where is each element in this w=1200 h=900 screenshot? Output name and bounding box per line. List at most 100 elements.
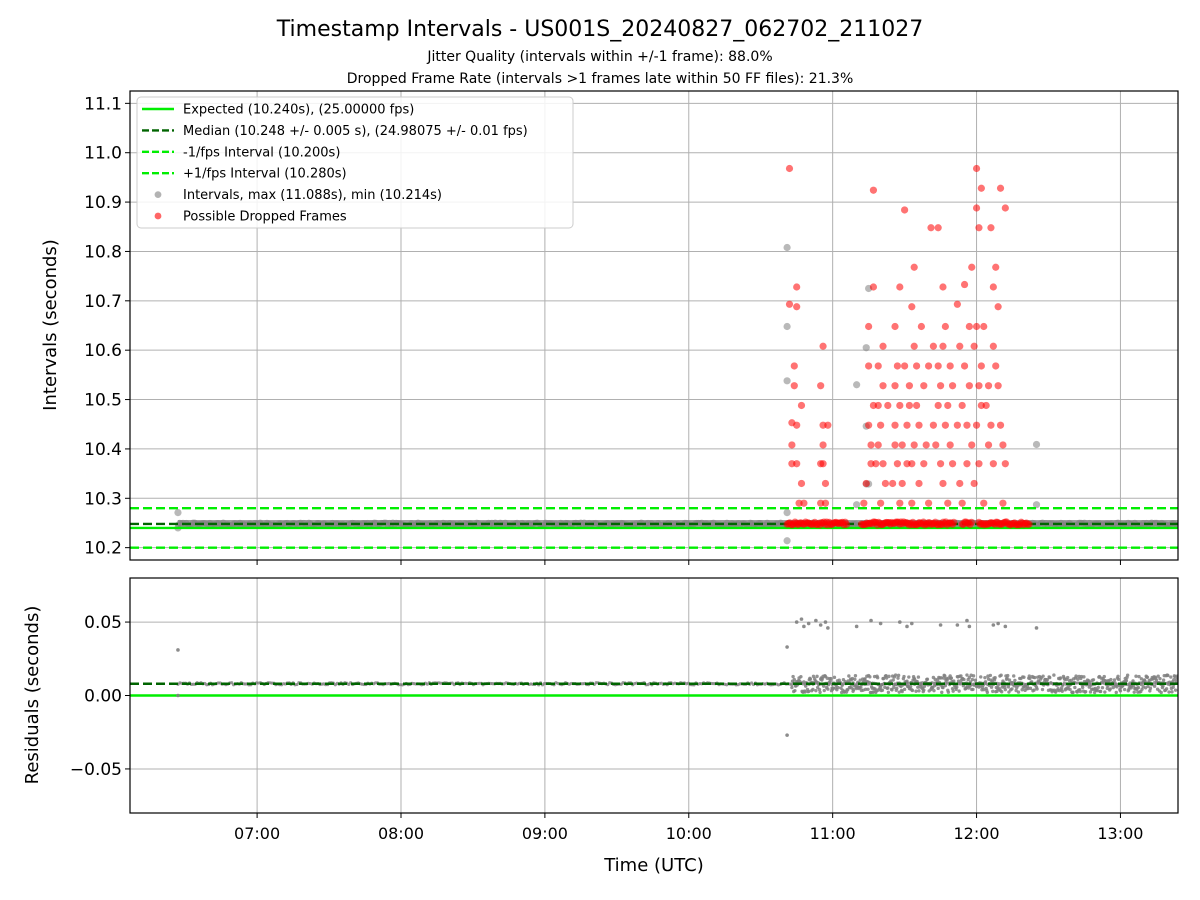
legend-dropped-label: Possible Dropped Frames <box>183 210 347 225</box>
dropped-frame-point <box>977 184 985 192</box>
x-tick-label: 13:00 <box>1097 824 1143 843</box>
dropped-frame-point <box>999 441 1007 449</box>
residual-point <box>1088 680 1092 684</box>
intervals-y-tick-label: 10.4 <box>84 440 122 460</box>
dropped-frame-point <box>948 460 957 468</box>
x-tick-label: 07:00 <box>234 824 280 843</box>
residual-point <box>1080 685 1085 690</box>
residual-point <box>996 683 1000 688</box>
residual-point <box>793 688 797 693</box>
residual-point <box>1136 685 1141 690</box>
dropped-frame-point <box>958 401 966 410</box>
residual-point <box>814 618 818 623</box>
dropped-frame-point <box>821 479 830 488</box>
residual-point <box>925 677 930 681</box>
residual-point <box>878 685 883 690</box>
residual-point <box>803 690 807 694</box>
dropped-frame-point <box>915 421 923 429</box>
dropped-frame-point <box>968 263 976 271</box>
dropped-frame-point <box>793 460 801 468</box>
residual-point <box>979 675 983 679</box>
dropped-frame-point <box>1001 204 1009 212</box>
residual-point <box>1012 674 1016 678</box>
residual-point <box>791 674 795 679</box>
intervals-y-tick-label: 10.5 <box>84 391 122 411</box>
dropped-frame-point <box>865 421 873 429</box>
residual-point <box>908 684 913 689</box>
residual-point <box>1124 678 1129 683</box>
dropped-frame-point <box>956 479 964 488</box>
residual-point <box>1045 678 1049 682</box>
dropped-frame-point <box>874 441 882 449</box>
dropped-frame-point <box>901 206 909 214</box>
residual-point <box>1112 678 1117 682</box>
intervals-y-tick-label: 11.1 <box>84 94 122 114</box>
x-tick-label: 10:00 <box>666 824 712 843</box>
legend-plus-fps-label: +1/fps Interval (10.280s) <box>183 167 347 182</box>
residual-point <box>868 675 872 679</box>
residual-point <box>1171 685 1175 689</box>
residual-point <box>1158 676 1162 681</box>
residual-point <box>1061 683 1065 687</box>
dropped-frame-point <box>996 421 1005 429</box>
intervals-y-tick-label: 10.3 <box>84 489 122 509</box>
dropped-frame-point <box>915 479 923 488</box>
intervals-y-tick-label: 10.9 <box>84 193 122 213</box>
residual-point <box>821 684 826 688</box>
residual-point <box>1047 675 1052 680</box>
residual-point <box>859 685 863 689</box>
residual-point <box>917 689 921 693</box>
residual-point <box>869 618 873 623</box>
residual-point <box>802 624 806 629</box>
residual-point <box>1010 687 1014 691</box>
intervals-axes-frame <box>129 90 1179 561</box>
residual-point <box>853 674 858 678</box>
dropped-frame-point <box>785 300 794 308</box>
residual-point <box>910 688 915 693</box>
dropped-frame-point <box>869 186 878 194</box>
residual-point <box>916 675 921 679</box>
residual-point <box>967 624 972 629</box>
residual-point <box>902 674 906 679</box>
x-axis-label: Time (UTC) <box>603 855 704 876</box>
residual-point <box>900 689 904 694</box>
dropped-frame-point <box>793 283 801 291</box>
x-tick-label: 12:00 <box>953 824 999 843</box>
residual-point <box>896 673 901 678</box>
residual-point <box>794 684 798 688</box>
dropped-frame-point <box>922 441 930 449</box>
residual-point <box>1088 690 1093 694</box>
residual-point <box>1166 673 1170 678</box>
residual-point <box>1111 685 1115 690</box>
dropped-frame-point <box>980 499 988 507</box>
dropped-frame-point <box>884 401 892 410</box>
residual-point <box>790 685 794 690</box>
residual-point <box>956 679 961 683</box>
dropped-frame-point <box>819 441 827 449</box>
residual-point <box>895 686 899 691</box>
residual-point <box>1060 689 1064 693</box>
residual-point <box>831 686 835 690</box>
dropped-frame-point <box>972 164 981 173</box>
residual-point <box>1118 689 1123 693</box>
residual-point <box>983 680 988 684</box>
residual-point <box>991 623 996 627</box>
residual-point <box>818 623 823 627</box>
dropped-frame-point <box>948 382 957 390</box>
dropped-frame-point <box>996 184 1005 192</box>
interval-point <box>853 501 861 509</box>
residual-point <box>792 677 796 682</box>
residual-point <box>1074 674 1078 678</box>
dropped-frame-point <box>877 421 885 429</box>
residual-point <box>863 677 867 681</box>
intervals-data <box>130 164 1178 549</box>
interval-point <box>783 509 791 517</box>
dropped-frame-point <box>992 263 1000 271</box>
residual-point <box>881 676 886 681</box>
residual-point <box>826 687 830 691</box>
dropped-frame-point <box>790 382 798 390</box>
residual-point <box>897 690 901 694</box>
residual-point <box>1114 690 1118 695</box>
residuals-y-tick-label: −0.05 <box>70 760 122 780</box>
legend-minus-fps-label: -1/fps Interval (10.200s) <box>183 145 340 160</box>
